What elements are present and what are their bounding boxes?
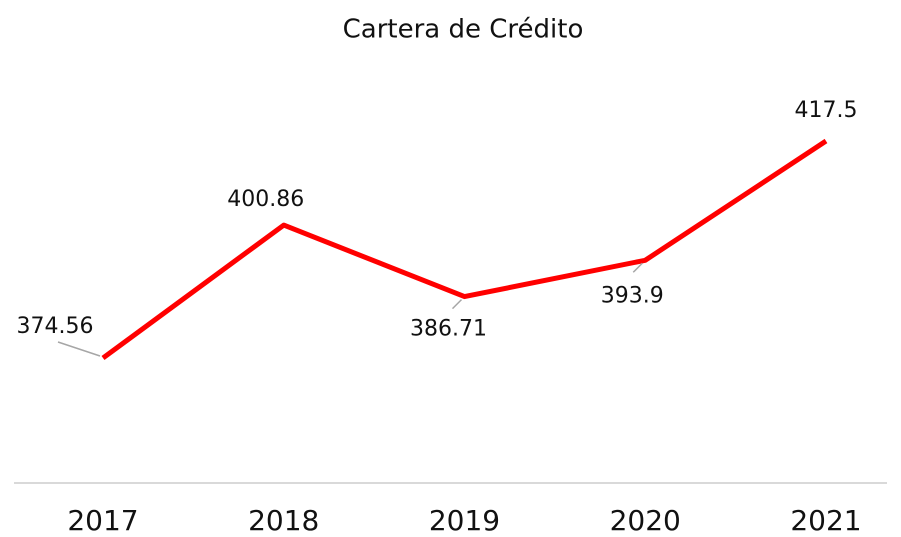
x-tick-label: 2017 xyxy=(67,504,138,537)
x-tick-label: 2020 xyxy=(610,504,681,537)
x-tick-label: 2018 xyxy=(248,504,319,537)
leader-line xyxy=(57,341,101,357)
data-line xyxy=(101,138,828,361)
data-label: 374.56 xyxy=(17,314,94,339)
data-label: 400.86 xyxy=(227,187,304,212)
chart-title: Cartera de Crédito xyxy=(343,15,584,45)
leader-line xyxy=(451,299,463,310)
data-label: 393.9 xyxy=(601,283,664,308)
x-tick-label: 2019 xyxy=(429,504,500,537)
x-tick-label: 2021 xyxy=(790,504,861,537)
data-label: 417.5 xyxy=(795,98,858,123)
data-label: 386.71 xyxy=(410,317,487,342)
leader-line xyxy=(632,262,643,273)
